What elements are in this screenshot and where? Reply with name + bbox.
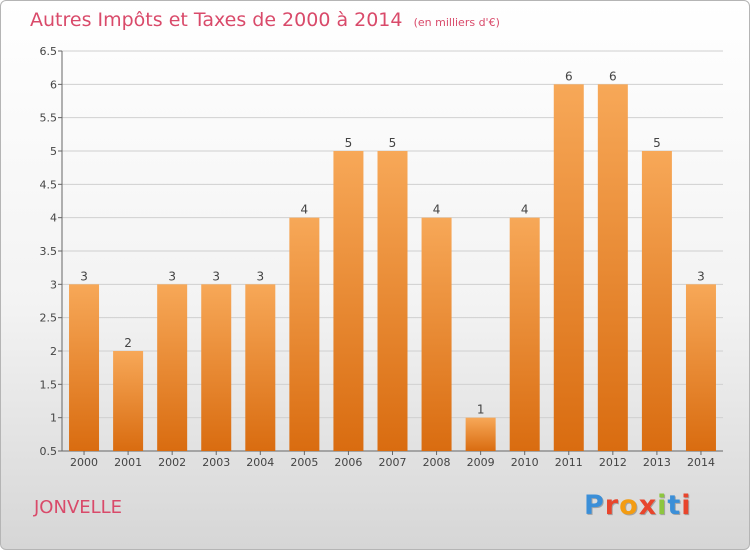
- y-tick-label: 6: [50, 78, 57, 91]
- y-tick-label: 0.5: [40, 445, 58, 458]
- data-label: 6: [609, 69, 617, 83]
- data-label: 5: [389, 136, 397, 150]
- logo-letter: o: [619, 490, 639, 521]
- x-tick-label: 2013: [643, 456, 671, 469]
- bar: [465, 417, 496, 451]
- bar: [69, 284, 100, 451]
- x-tick-label: 2006: [334, 456, 362, 469]
- data-label: 3: [697, 269, 705, 283]
- x-tick-label: 2011: [555, 456, 583, 469]
- bar: [113, 351, 144, 451]
- x-tick-label: 2000: [70, 456, 98, 469]
- title-row: Autres Impôts et Taxes de 2000 à 2014 (e…: [30, 9, 500, 31]
- bar: [289, 217, 320, 451]
- bar: [597, 84, 628, 451]
- bar: [201, 284, 232, 451]
- bar: [553, 84, 584, 451]
- logo-letter: r: [604, 490, 620, 521]
- bar: [245, 284, 276, 451]
- x-tick-label: 2012: [599, 456, 627, 469]
- y-tick-label: 1: [50, 412, 57, 425]
- data-label: 4: [433, 203, 441, 217]
- data-label: 1: [477, 403, 485, 417]
- data-label: 4: [521, 203, 529, 217]
- x-tick-label: 2009: [467, 456, 495, 469]
- y-tick-label: 5: [50, 145, 57, 158]
- data-label: 3: [212, 269, 220, 283]
- chart-title: Autres Impôts et Taxes de 2000 à 2014: [30, 9, 403, 31]
- y-tick-label: 4: [50, 212, 57, 225]
- x-tick-label: 2002: [158, 456, 186, 469]
- x-tick-label: 2007: [379, 456, 407, 469]
- data-label: 5: [653, 136, 661, 150]
- x-tick-label: 2005: [290, 456, 318, 469]
- logo-letter: i: [657, 490, 668, 521]
- y-tick-label: 6.5: [40, 45, 58, 58]
- x-tick-label: 2003: [202, 456, 230, 469]
- bar: [157, 284, 188, 451]
- logo-letter: P: [584, 490, 605, 521]
- data-label: 3: [80, 269, 88, 283]
- bar: [685, 284, 716, 451]
- x-tick-label: 2004: [246, 456, 274, 469]
- y-tick-label: 5.5: [40, 112, 58, 125]
- logo-letter: x: [638, 490, 658, 521]
- chart-unit: (en milliers d'€): [413, 16, 500, 29]
- data-label: 6: [565, 69, 573, 83]
- proxiti-logo: Proxiti: [584, 490, 692, 521]
- data-label: 4: [301, 203, 309, 217]
- y-tick-label: 2.5: [40, 312, 58, 325]
- town-name: JONVELLE: [34, 497, 123, 518]
- bar: [377, 151, 408, 451]
- bar: [641, 151, 672, 451]
- data-label: 2: [124, 336, 132, 350]
- bar: [421, 217, 452, 451]
- data-label: 5: [345, 136, 353, 150]
- y-tick-label: 3.5: [40, 245, 58, 258]
- data-label: 3: [168, 269, 176, 283]
- bar: [509, 217, 540, 451]
- y-tick-label: 4.5: [40, 178, 58, 191]
- logo-letter: i: [681, 490, 692, 521]
- x-tick-label: 2008: [423, 456, 451, 469]
- x-tick-label: 2014: [687, 456, 715, 469]
- x-tick-label: 2001: [114, 456, 142, 469]
- y-tick-label: 2: [50, 345, 57, 358]
- data-label: 3: [256, 269, 264, 283]
- x-tick-label: 2010: [511, 456, 539, 469]
- y-tick-label: 1.5: [40, 378, 58, 391]
- bar: [333, 151, 364, 451]
- logo-letter: t: [667, 490, 682, 521]
- y-tick-label: 3: [50, 278, 57, 291]
